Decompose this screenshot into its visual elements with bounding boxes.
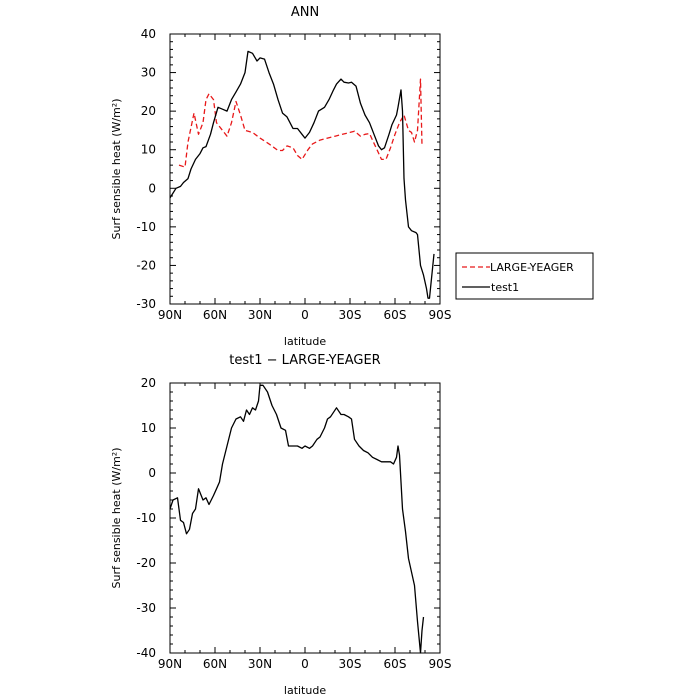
x-tick-label: 30N [248, 657, 272, 671]
legend-box [455, 252, 594, 300]
y-tick-label: 0 [148, 181, 156, 195]
x-tick-label: 60S [384, 657, 407, 671]
y-tick-label: -20 [136, 556, 156, 570]
x-tick-label: 90N [158, 657, 182, 671]
y-tick-label: -40 [136, 646, 156, 660]
y-tick-label: -20 [136, 258, 156, 272]
panel1-series-lines [169, 50, 435, 299]
y-tick-label: 20 [141, 376, 156, 390]
legend-label-large-yeager: LARGE-YEAGER [490, 261, 574, 274]
panel2-x-axis-label: latitude [284, 684, 326, 697]
y-tick-label: 0 [148, 466, 156, 480]
y-tick-label: 10 [141, 421, 156, 435]
panel-ann: ANN 90N 60N 30N 0 30S 60S 90S -30 -20 -10 0 10 20 30… [110, 5, 594, 348]
y-tick-label: -10 [136, 220, 156, 234]
legend-label-test1: test1 [491, 281, 519, 294]
panel-difference: test1 − LARGE-YEAGER 90N 60N 30N 0 30S 60S 90S… [110, 353, 451, 697]
x-tick-label: 0 [301, 657, 309, 671]
y-tick-label: -30 [136, 297, 156, 311]
panel2-y-ticks: -40 -30 -20 -10 0 10 20 [136, 376, 440, 660]
panel2-title: test1 − LARGE-YEAGER [229, 353, 380, 368]
panel1-y-axis-label: Surf sensible heat (W/m²) [110, 99, 123, 240]
x-tick-label: 60N [203, 308, 227, 322]
y-tick-label: 30 [141, 66, 156, 80]
panel2-plot-frame [169, 382, 441, 654]
panel2-series-lines [169, 384, 425, 654]
x-tick-label: 0 [301, 308, 309, 322]
panel2-y-axis-label: Surf sensible heat (W/m²) [110, 448, 123, 589]
x-tick-label: 90S [429, 308, 452, 322]
y-tick-label: 20 [141, 104, 156, 118]
y-tick-label: 40 [141, 27, 156, 41]
x-tick-label: 90N [158, 308, 182, 322]
panel1-x-axis-label: latitude [284, 335, 326, 348]
y-tick-label: -30 [136, 601, 156, 615]
y-tick-label: 10 [141, 143, 156, 157]
x-tick-label: 60N [203, 657, 227, 671]
x-tick-label: 60S [384, 308, 407, 322]
panel1-x-ticks: 90N 60N 30N 0 30S 60S 90S [158, 34, 452, 322]
x-tick-label: 90S [429, 657, 452, 671]
x-tick-label: 30N [248, 308, 272, 322]
series-line-large-yeager [178, 78, 423, 168]
panel1-plot-frame [169, 33, 441, 305]
series-line-difference [169, 384, 425, 654]
y-tick-label: -10 [136, 511, 156, 525]
legend: LARGE-YEAGER test1 [455, 252, 594, 300]
panel2-x-ticks: 90N 60N 30N 0 30S 60S 90S [158, 383, 452, 671]
series-line-test1 [169, 50, 435, 299]
panel1-title: ANN [291, 5, 319, 20]
x-tick-label: 30S [339, 308, 362, 322]
x-tick-label: 30S [339, 657, 362, 671]
panel1-y-ticks: -30 -20 -10 0 10 20 30 40 [136, 27, 440, 311]
